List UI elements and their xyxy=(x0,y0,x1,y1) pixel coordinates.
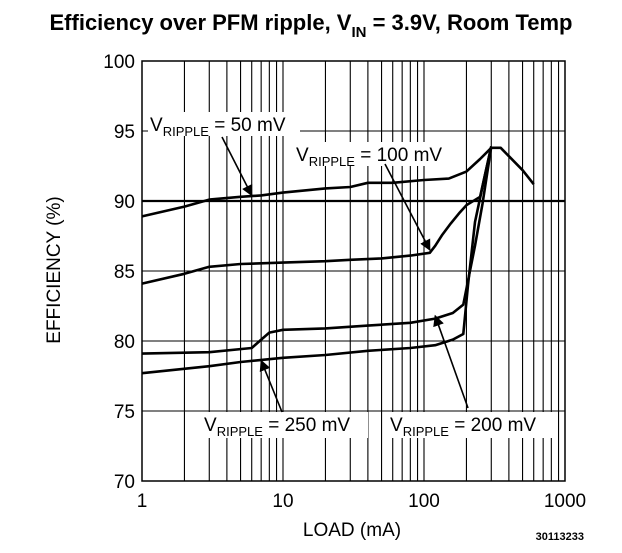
x-axis-label: LOAD (mA) xyxy=(303,520,401,541)
series-line-3 xyxy=(141,146,493,375)
x-tick-label: 100 xyxy=(408,491,440,512)
annotation-background xyxy=(386,412,556,438)
annotation-label: VRIPPLE = 250 mV xyxy=(204,415,350,439)
annotation-background xyxy=(292,142,458,166)
figure-code: 30113233 xyxy=(536,531,584,543)
y-tick-label: 100 xyxy=(103,52,135,73)
annotation-label: VRIPPLE = 200 mV xyxy=(390,415,536,439)
tick-labels: 1 10 100 1000 70 75 80 85 90 95 100 xyxy=(103,52,586,512)
y-tick-label: 90 xyxy=(114,192,135,213)
annotation-background xyxy=(198,412,368,438)
y-tick-label: 75 xyxy=(114,402,135,423)
annotation-arrow xyxy=(221,136,253,197)
x-tick-label: 1000 xyxy=(544,491,586,512)
series-line-0 xyxy=(141,146,535,218)
annotation-arrow xyxy=(433,314,469,409)
y-tick-label: 70 xyxy=(114,472,135,493)
annotation-label: VRIPPLE = 100 mV xyxy=(296,145,442,169)
annotation-background xyxy=(148,112,300,136)
x-tick-label: 10 xyxy=(272,491,293,512)
plot-frame xyxy=(141,60,566,482)
y-tick-label: 95 xyxy=(114,122,135,143)
series-layer xyxy=(141,146,535,375)
annotation-label: VRIPPLE = 50 mV xyxy=(150,115,286,139)
series-line-2 xyxy=(141,146,493,355)
x-tick-label: 1 xyxy=(137,491,148,512)
annotation-arrow xyxy=(259,359,283,413)
y-tick-label: 80 xyxy=(114,332,135,353)
chart-title: Efficiency over PFM ripple, VIN = 3.9V, … xyxy=(50,10,573,41)
annotation-layer: VRIPPLE = 50 mV VRIPPLE = 100 mV VRIPPLE =… xyxy=(148,112,556,439)
y-tick-label: 85 xyxy=(114,262,135,283)
series-line-1 xyxy=(141,146,493,285)
annotation-arrow xyxy=(384,163,431,251)
y-axis-label: EFFICIENCY (%) xyxy=(44,196,65,343)
